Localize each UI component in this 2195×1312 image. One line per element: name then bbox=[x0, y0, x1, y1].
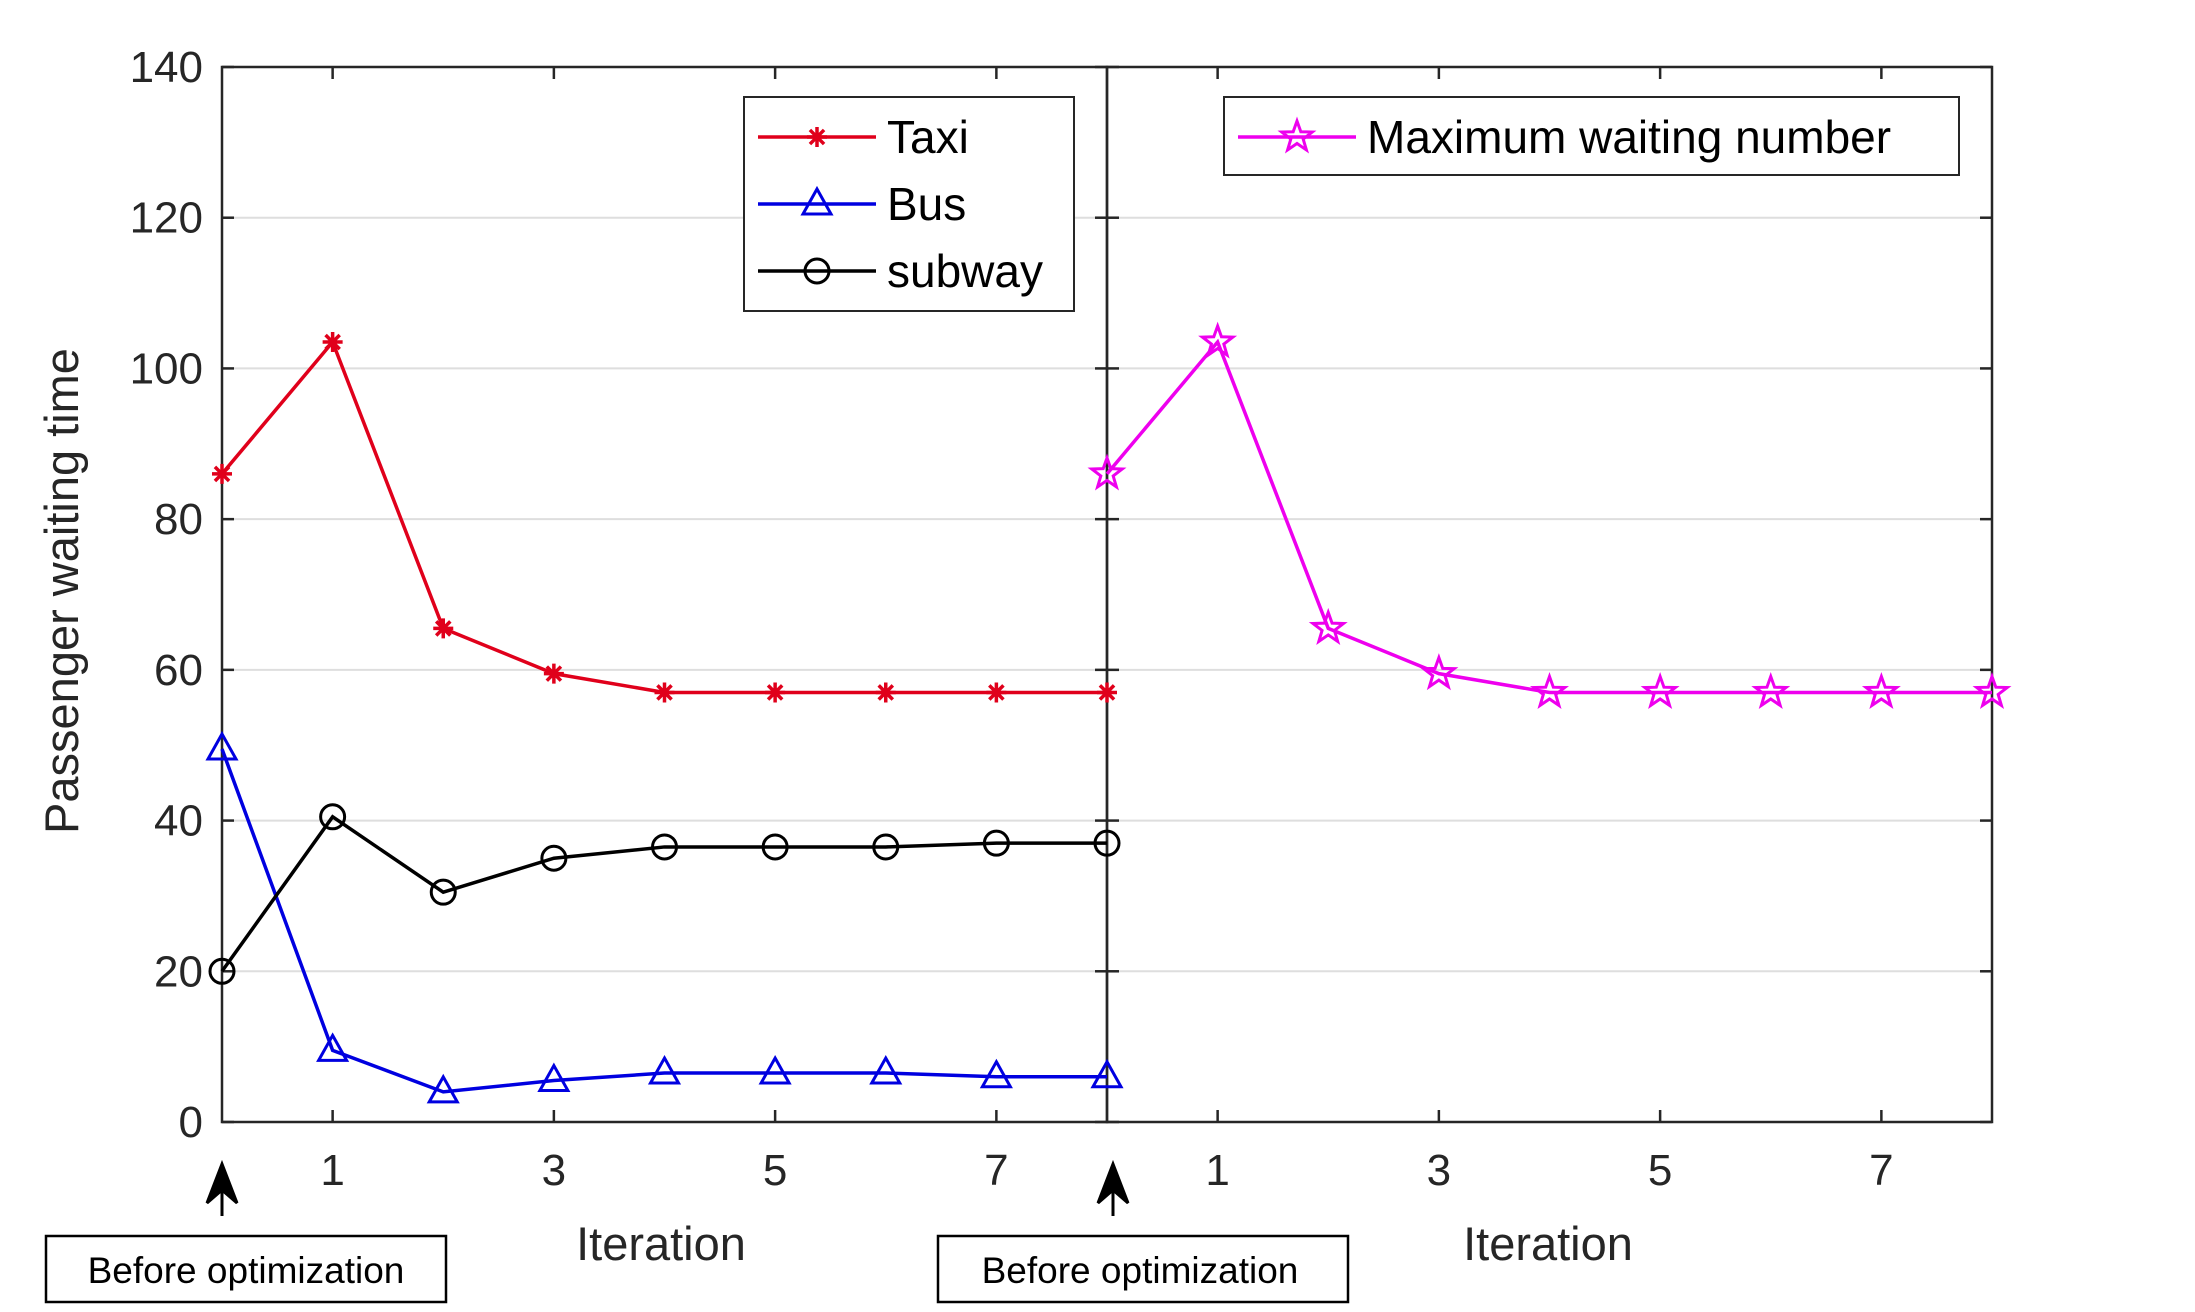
arrow-up-icon bbox=[1096, 1159, 1130, 1216]
legend-marker bbox=[803, 257, 831, 285]
before-optimization-note-right: Before optimization bbox=[936, 1159, 1350, 1304]
data-point bbox=[429, 878, 457, 906]
legend-marker bbox=[807, 127, 827, 147]
y-tick-label: 20 bbox=[154, 947, 203, 996]
x-axis-label-right: Iteration bbox=[1463, 1217, 1633, 1270]
data-point bbox=[212, 463, 232, 484]
data-point bbox=[543, 663, 564, 684]
y-axis-label: Passenger waiting time bbox=[35, 348, 88, 834]
axis-text: Passenger waiting time Iteration Iterati… bbox=[35, 43, 1894, 1270]
series-line bbox=[1105, 338, 1992, 695]
x-tick-label-right: 3 bbox=[1427, 1146, 1451, 1195]
annotations: Before optimization Before optimization bbox=[44, 1159, 1350, 1304]
axes bbox=[220, 65, 1994, 1124]
series-bus bbox=[205, 730, 1124, 1104]
data-point bbox=[982, 829, 1010, 857]
note-text-left: Before optimization bbox=[88, 1250, 405, 1291]
x-tick-label-right: 7 bbox=[1869, 1146, 1893, 1195]
data-point bbox=[205, 730, 239, 761]
legend-label: Bus bbox=[887, 178, 966, 230]
data-point bbox=[647, 1054, 682, 1085]
x-tick-label-left: 1 bbox=[320, 1146, 344, 1195]
x-tick-label-left: 3 bbox=[542, 1146, 566, 1195]
axes-box-right bbox=[1105, 65, 1994, 1124]
data-point bbox=[986, 682, 1007, 703]
note-box-left bbox=[44, 1234, 448, 1304]
x-tick-label-right: 5 bbox=[1648, 1146, 1672, 1195]
data-point bbox=[426, 1073, 460, 1104]
before-optimization-note-left: Before optimization bbox=[44, 1159, 448, 1304]
y-tick-label: 100 bbox=[130, 344, 203, 393]
data-point bbox=[1861, 671, 1901, 710]
data-point bbox=[322, 332, 343, 353]
data-point bbox=[540, 844, 568, 872]
note-box-right bbox=[936, 1234, 1350, 1304]
data-point bbox=[433, 618, 454, 639]
x-tick-label-right: 1 bbox=[1205, 1146, 1229, 1195]
series-maximum-waiting-number bbox=[1087, 321, 2012, 710]
series-line bbox=[220, 748, 1107, 1094]
x-axis-label-left: Iteration bbox=[576, 1217, 746, 1270]
legend-right: Maximum waiting number bbox=[1223, 96, 1960, 176]
data-point bbox=[869, 1054, 903, 1085]
data-point bbox=[1097, 682, 1117, 703]
data-point bbox=[1093, 829, 1121, 857]
data-point bbox=[1530, 671, 1569, 710]
legend-marker bbox=[800, 185, 834, 216]
x-tick-label-left: 5 bbox=[763, 1146, 787, 1195]
data-point bbox=[872, 833, 900, 861]
data-point bbox=[1419, 653, 1459, 691]
legend-label: subway bbox=[887, 245, 1043, 297]
arrow-up-icon bbox=[205, 1159, 239, 1216]
y-tick-label: 40 bbox=[154, 797, 203, 846]
legends: Taxi Bus subway Maximum waiting number bbox=[743, 96, 1960, 312]
data-point bbox=[208, 957, 236, 985]
series-line bbox=[220, 814, 1107, 973]
data-point bbox=[319, 803, 347, 831]
data-point bbox=[758, 1054, 792, 1085]
data-point bbox=[979, 1058, 1013, 1089]
y-tick-label: 120 bbox=[130, 194, 203, 243]
y-tick-label: 140 bbox=[130, 43, 203, 92]
data-point bbox=[1198, 321, 1238, 359]
series-subway bbox=[208, 803, 1121, 985]
data-point bbox=[1308, 607, 1348, 645]
data-point bbox=[765, 682, 786, 703]
x-tick-label-left: 7 bbox=[984, 1146, 1008, 1195]
data-point bbox=[761, 833, 789, 861]
data-point bbox=[1090, 1058, 1124, 1089]
data-point bbox=[537, 1062, 571, 1093]
series-taxi bbox=[212, 332, 1117, 703]
legend-left: Taxi Bus subway bbox=[743, 96, 1075, 312]
data-point bbox=[1087, 453, 1127, 491]
legend-label: Taxi bbox=[887, 111, 969, 163]
legend-marker bbox=[1277, 116, 1317, 154]
data-point bbox=[654, 682, 675, 703]
y-tick-label: 80 bbox=[154, 495, 203, 544]
data-point bbox=[316, 1032, 350, 1062]
data-point bbox=[1751, 671, 1791, 710]
data-point bbox=[875, 682, 896, 703]
y-tick-label: 60 bbox=[154, 646, 203, 695]
data-point bbox=[1972, 671, 2012, 710]
data-point bbox=[651, 833, 678, 861]
series bbox=[205, 321, 2012, 1104]
y-tick-label: 0 bbox=[179, 1098, 203, 1147]
note-text-right: Before optimization bbox=[982, 1250, 1299, 1291]
data-point bbox=[1640, 671, 1680, 710]
legend-label: Maximum waiting number bbox=[1367, 111, 1891, 163]
